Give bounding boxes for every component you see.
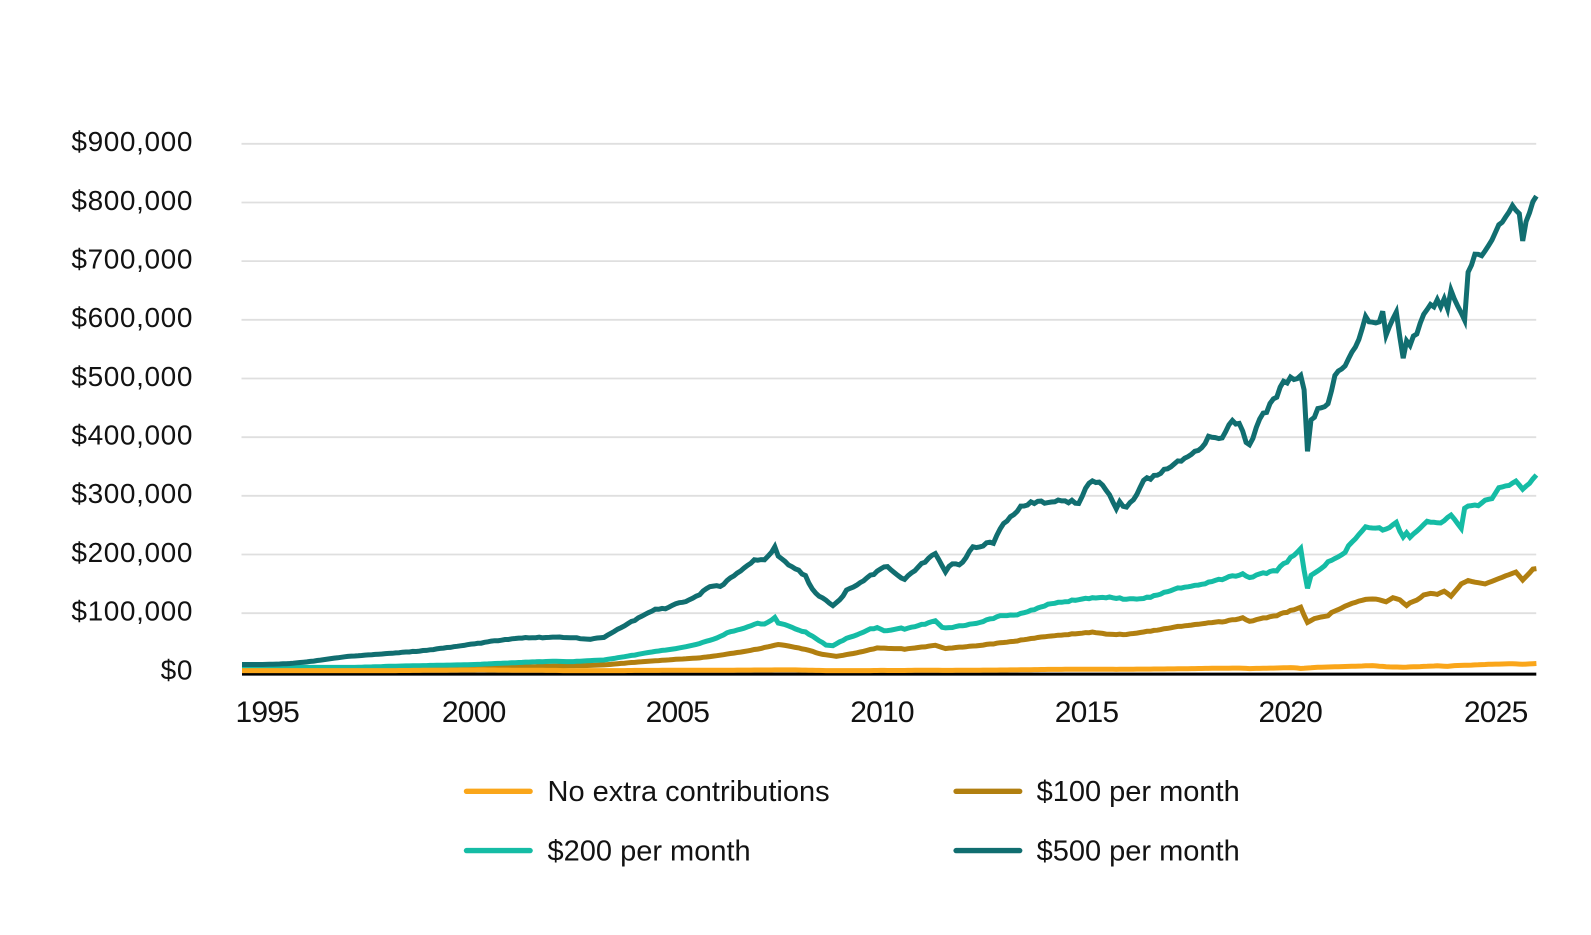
svg-text:$600,000: $600,000 xyxy=(71,302,193,333)
svg-text:2020: 2020 xyxy=(1259,696,1323,729)
svg-text:2000: 2000 xyxy=(442,696,506,729)
svg-text:2025: 2025 xyxy=(1464,696,1528,729)
svg-text:$500,000: $500,000 xyxy=(71,361,193,392)
svg-text:$900,000: $900,000 xyxy=(71,126,193,157)
svg-text:$700,000: $700,000 xyxy=(71,244,193,275)
svg-text:$100 per month: $100 per month xyxy=(1037,776,1240,808)
svg-text:2010: 2010 xyxy=(850,696,914,729)
svg-text:No extra contributions: No extra contributions xyxy=(548,776,830,808)
svg-text:$0: $0 xyxy=(161,654,193,685)
svg-text:$200 per month: $200 per month xyxy=(548,835,751,867)
svg-text:$100,000: $100,000 xyxy=(71,596,193,627)
svg-text:1995: 1995 xyxy=(236,696,300,729)
svg-text:$400,000: $400,000 xyxy=(71,420,193,451)
svg-text:$500 per month: $500 per month xyxy=(1037,835,1240,867)
svg-text:2015: 2015 xyxy=(1055,696,1119,729)
svg-text:$200,000: $200,000 xyxy=(71,537,193,568)
svg-text:2005: 2005 xyxy=(646,696,710,729)
svg-text:$800,000: $800,000 xyxy=(71,185,193,216)
svg-text:$300,000: $300,000 xyxy=(71,478,193,509)
